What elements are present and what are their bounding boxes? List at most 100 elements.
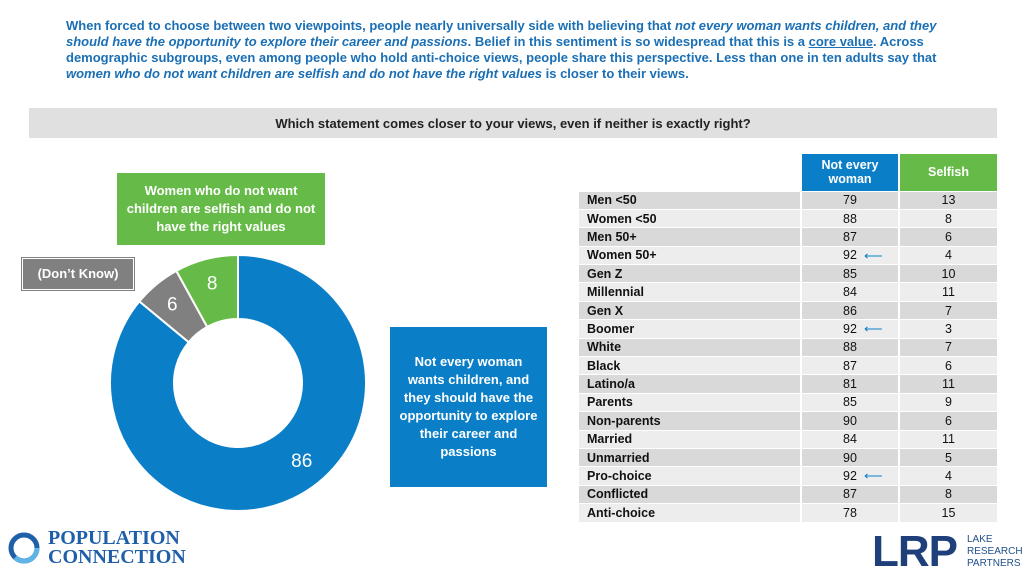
cell-selfish: 8 (898, 484, 997, 504)
cell-not-every: 85 (800, 264, 899, 283)
arrow-left-icon: ⟵ (864, 468, 883, 484)
cell-selfish: 13 (898, 190, 997, 210)
logo-left-line1: POPULATION (48, 527, 180, 549)
row-label: Millennial (579, 282, 801, 302)
callout-selfish-text: Women who do not want children are selfi… (126, 183, 316, 234)
intro-text-2: . Belief in this sentiment is so widespr… (467, 34, 809, 49)
row-label: Black (579, 356, 801, 375)
table-row: Non-parents 90 6 (579, 411, 997, 431)
cell-not-every: 81 (800, 374, 899, 394)
callout-not-every-text: Not every woman wants children, and they… (399, 354, 538, 459)
cell-not-every: 79 (800, 190, 899, 210)
cell-not-every: 87 (800, 356, 899, 375)
table-row: Millennial 84 11 (579, 282, 997, 302)
callout-dont-know-text: (Don’t Know) (37, 266, 119, 281)
table-row: Married 84 11 (579, 429, 997, 449)
row-label: Parents (579, 392, 801, 412)
intro-text-1: When forced to choose between two viewpo… (66, 18, 675, 33)
table-row: Gen Z 85 10 (579, 264, 997, 283)
cell-not-every: 92 ⟵ (800, 319, 899, 339)
cell-not-every: 84 (800, 282, 899, 302)
intro-text-4: is closer to their views. (542, 66, 689, 81)
slice-label-selfish: 8 (207, 273, 218, 294)
row-label: Women <50 (579, 208, 801, 228)
cell-not-every-value: 87 (843, 358, 857, 373)
cell-selfish: 11 (898, 374, 997, 394)
arrow-left-icon: ⟵ (864, 247, 883, 263)
row-label: Pro-choice (579, 466, 801, 486)
table-row: Pro-choice 92 ⟵ 4 (579, 466, 997, 486)
cell-not-every: 90 (800, 447, 899, 467)
cell-not-every: 84 (800, 429, 899, 449)
callout-selfish: Women who do not want children are selfi… (117, 173, 325, 245)
cell-not-every-value: 86 (843, 303, 857, 318)
row-label: Anti-choice (579, 503, 801, 523)
intro-paragraph: When forced to choose between two viewpo… (66, 18, 966, 82)
cell-not-every-value: 90 (843, 450, 857, 465)
cell-not-every-value: 87 (843, 229, 857, 244)
table-row: Latino/a 81 11 (579, 374, 997, 394)
row-label: Gen Z (579, 264, 801, 283)
cell-not-every-value: 92 (843, 321, 857, 336)
cell-not-every-value: 92 (843, 469, 857, 484)
row-label: Men 50+ (579, 227, 801, 247)
table-row: Boomer 92 ⟵ 3 (579, 319, 997, 339)
slice-label-not-every: 86 (291, 451, 312, 472)
cell-not-every: 88 (800, 337, 899, 357)
table-row: Men <50 79 13 (579, 190, 997, 210)
cell-not-every-value: 84 (843, 432, 857, 447)
row-label: Latino/a (579, 374, 801, 394)
logo-lrp-mark: LRP (872, 527, 958, 576)
table-row: Black 87 6 (579, 356, 997, 375)
cell-selfish: 6 (898, 356, 997, 375)
slice-label-dont-know: 6 (167, 295, 178, 316)
cell-not-every: 90 (800, 411, 899, 431)
cell-selfish: 7 (898, 300, 997, 320)
donut-chart: 86 6 8 (109, 253, 367, 512)
cell-selfish: 10 (898, 264, 997, 283)
cell-not-every: 92 ⟵ (800, 245, 899, 265)
cell-not-every-value: 84 (843, 285, 857, 300)
table-header-not-every: Not every woman (800, 154, 899, 191)
cell-not-every: 87 (800, 227, 899, 247)
logo-left-line2: CONNECTION (48, 546, 186, 568)
population-connection-logo: POPULATION CONNECTION (6, 527, 186, 568)
population-connection-ring-icon (8, 532, 40, 564)
cell-selfish: 11 (898, 282, 997, 302)
callout-dont-know: (Don’t Know) (21, 257, 135, 291)
cell-selfish: 9 (898, 392, 997, 412)
table-row: Women <50 88 8 (579, 208, 997, 228)
table-row: Men 50+ 87 6 (579, 227, 997, 247)
cell-not-every-value: 81 (843, 377, 857, 392)
cell-selfish: 4 (898, 466, 997, 486)
table-row: White 88 7 (579, 337, 997, 357)
row-label: Conflicted (579, 484, 801, 504)
table-row: Conflicted 87 8 (579, 484, 997, 504)
cell-not-every: 78 (800, 503, 899, 523)
cell-selfish: 3 (898, 319, 997, 339)
cell-not-every-value: 88 (843, 340, 857, 355)
table-header-row: Not every woman Selfish (579, 154, 997, 191)
cell-selfish: 6 (898, 227, 997, 247)
lrp-logo: LRP LAKE RESEARCH PARTNERS (872, 530, 1023, 574)
subgroup-table: Not every woman Selfish Men <50 79 13 Women… (579, 154, 997, 523)
slice-not-every (109, 253, 367, 512)
cell-not-every-value: 78 (843, 506, 857, 521)
row-label: Gen X (579, 300, 801, 320)
table-header-selfish: Selfish (898, 154, 997, 191)
row-label: Unmarried (579, 447, 801, 467)
row-label: Non-parents (579, 411, 801, 431)
slice-selfish (174, 253, 239, 329)
cell-not-every: 85 (800, 392, 899, 412)
logo-lrp-line1: LAKE (967, 534, 993, 545)
arrow-left-icon: ⟵ (864, 321, 883, 337)
cell-selfish: 5 (898, 447, 997, 467)
row-label: Boomer (579, 319, 801, 339)
intro-text-3: . Across demographic subgroups, even amo… (66, 34, 937, 65)
cell-not-every: 86 (800, 300, 899, 320)
callout-not-every: Not every woman wants children, and they… (390, 327, 547, 487)
cell-not-every-value: 87 (843, 487, 857, 502)
cell-not-every: 88 (800, 208, 899, 228)
question-text: Which statement comes closer to your vie… (275, 115, 751, 131)
table-row: Gen X 86 7 (579, 300, 997, 320)
